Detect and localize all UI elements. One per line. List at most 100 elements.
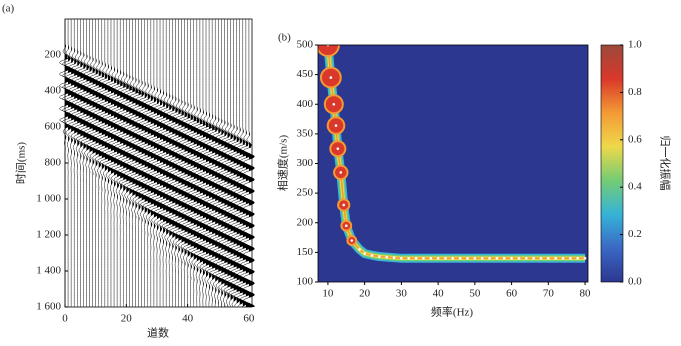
dispersion-point: [451, 257, 455, 260]
dispersion-point: [473, 257, 477, 260]
trace-fill: [153, 19, 160, 307]
x-tick-label: 20: [359, 288, 371, 300]
trace-fill: [132, 19, 138, 307]
dispersion-point: [510, 257, 513, 260]
trace: [178, 19, 191, 308]
trace: [117, 19, 129, 307]
trace: [120, 19, 133, 307]
panel-label: (a): [2, 3, 15, 15]
y-tick-label: 600: [45, 121, 62, 133]
ridge: [318, 45, 587, 263]
y-tick-label: 450: [297, 68, 314, 80]
dispersion-point: [532, 257, 535, 260]
y-axis-label: 时间(ms): [15, 142, 28, 184]
trace: [89, 19, 102, 307]
trace: [197, 19, 209, 307]
trace: [203, 19, 215, 308]
x-tick-label: 60: [243, 313, 255, 325]
dispersion-point: [561, 257, 565, 260]
trace: [175, 19, 188, 307]
trace: [86, 19, 99, 307]
dispersion-point: [336, 147, 340, 150]
y-tick-label: 500: [297, 39, 314, 51]
dispersion-point: [569, 257, 572, 260]
trace: [172, 19, 185, 307]
dispersion-point: [385, 255, 388, 259]
dispersion-point: [400, 257, 403, 260]
trace: [71, 19, 83, 307]
trace-fill: [95, 19, 102, 307]
trace-fill: [86, 19, 92, 307]
colorbar-label: 归一化振幅: [658, 136, 672, 191]
y-tick-label: 150: [297, 246, 314, 258]
dispersion-point: [378, 255, 381, 258]
x-tick-label: 50: [469, 288, 481, 300]
colorbar-tick-label: 0.8: [628, 86, 642, 98]
colorbar-tick-label: 0.4: [628, 181, 642, 193]
trace: [102, 19, 114, 307]
trace: [74, 19, 87, 307]
trace: [92, 19, 105, 307]
y-tick-label: 200: [45, 49, 62, 61]
traces: [59, 19, 255, 308]
dispersion-point: [488, 257, 491, 260]
trace: [68, 19, 80, 307]
trace: [224, 19, 237, 308]
dispersion-point: [342, 203, 346, 207]
dispersion-point: [466, 257, 469, 260]
dispersion-point: [350, 239, 354, 242]
trace-fill: [163, 19, 169, 307]
trace-fill: [187, 19, 194, 307]
trace: [169, 19, 182, 308]
trace-fill: [178, 19, 184, 307]
dispersion-point: [422, 257, 425, 260]
dispersion-point: [429, 257, 433, 260]
trace-fill: [150, 19, 157, 307]
x-tick-label: 20: [121, 313, 133, 325]
y-tick-label: 350: [297, 127, 314, 139]
dispersion-point: [458, 257, 462, 260]
ridge-core: [318, 45, 338, 55]
trace: [83, 19, 96, 307]
dispersion-point: [547, 257, 550, 260]
trace-fill: [236, 19, 243, 307]
dispersion-point: [517, 257, 521, 260]
x-tick-label: 40: [433, 288, 445, 300]
y-tick-label: 100: [297, 276, 314, 288]
dispersion-point: [524, 257, 528, 260]
trace-fill: [175, 19, 181, 307]
x-tick-label: 80: [580, 288, 592, 300]
colorbar-tick-label: 1.0: [628, 39, 642, 51]
dispersion-point: [334, 124, 338, 127]
trace: [65, 19, 77, 307]
trace-fill: [172, 19, 178, 307]
x-tick-label: 30: [396, 288, 408, 300]
panel-label: (b): [278, 32, 291, 44]
y-tick-label: 1 200: [36, 229, 61, 241]
plot-background: [318, 45, 588, 282]
trace-fill: [212, 19, 218, 307]
dispersion-point: [370, 254, 374, 257]
dispersion-point: [444, 257, 447, 260]
x-axis-label: 道数: [147, 326, 169, 340]
dispersion-point: [554, 257, 557, 260]
trace: [129, 19, 142, 307]
dispersion-point: [329, 76, 333, 79]
trace: [105, 19, 117, 307]
trace: [99, 19, 111, 307]
x-axis-label: 频率(Hz): [431, 305, 473, 319]
trace: [151, 19, 163, 307]
trace: [145, 19, 157, 307]
trace: [187, 19, 200, 308]
dispersion-point: [392, 256, 396, 260]
dispersion-point: [576, 257, 580, 260]
dispersion-point: [332, 102, 336, 106]
trace-fill: [215, 19, 221, 307]
trace-fill: [107, 19, 114, 307]
x-tick-label: 10: [322, 288, 334, 300]
trace: [154, 19, 166, 307]
y-tick-label: 1 600: [36, 301, 61, 313]
trace: [148, 19, 160, 307]
trace: [243, 19, 255, 308]
trace: [80, 19, 93, 307]
